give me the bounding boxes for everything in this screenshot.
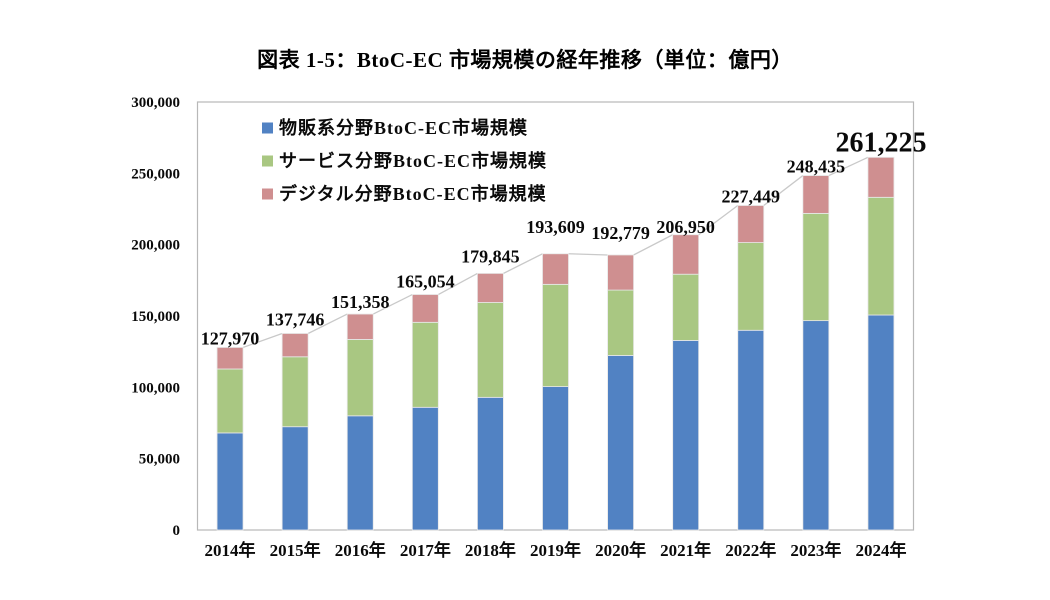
legend-swatch-series0 (262, 122, 273, 134)
bar-segment-2023年-series2 (802, 175, 830, 214)
bar-segment-2019年-series0 (542, 386, 569, 531)
series-connector-line (568, 253, 608, 256)
bar-segment-2019年-series2 (542, 253, 569, 285)
x-axis-tick-label: 2021年 (660, 540, 711, 560)
bar-segment-2017年-series1 (411, 321, 439, 408)
total-label-2017年: 165,054 (396, 272, 455, 292)
total-label-2019年: 193,609 (526, 217, 585, 237)
total-label-2020年: 192,779 (591, 223, 650, 243)
bar-segment-2014年-series0 (216, 432, 244, 531)
legend-swatch-series1 (262, 155, 273, 167)
bar-segment-2015年-series2 (281, 333, 309, 358)
series-connector-line (438, 272, 478, 296)
bar-segment-2024年-series1 (867, 196, 895, 316)
x-axis-tick-label: 2017年 (400, 540, 451, 560)
legend-label-series2: デジタル分野BtoC-EC市場規模 (279, 183, 547, 204)
y-axis-tick-label: 0 (173, 523, 181, 539)
total-label-2023年: 248,435 (787, 157, 846, 177)
x-axis-tick-label: 2022年 (725, 540, 776, 560)
bar-segment-2023年-series0 (802, 320, 830, 531)
series-connector-line (307, 313, 348, 335)
bar-segment-2020年-series0 (607, 355, 634, 531)
series-connector-line (503, 253, 543, 275)
bar-segment-2015年-series1 (281, 356, 309, 428)
bar-segment-2014年-series1 (216, 368, 244, 434)
legend-swatch-series2 (262, 188, 273, 200)
bar-segment-2017年-series2 (411, 294, 439, 323)
series-connector-line (698, 204, 739, 236)
bar-segment-2016年-series0 (346, 415, 374, 531)
y-axis-tick-label: 250,000 (131, 166, 180, 182)
y-axis-tick-label: 100,000 (131, 380, 180, 396)
total-label-2021年: 206,950 (656, 217, 715, 237)
bar-segment-2021年-series0 (672, 340, 700, 531)
series-connector-line (633, 234, 673, 256)
bar-segment-2016年-series1 (346, 339, 374, 417)
series-connector-line (372, 293, 413, 315)
legend-label-series0: 物販系分野BtoC-EC市場規模 (279, 117, 528, 138)
bar-segment-2016年-series2 (346, 313, 374, 340)
bar-segment-2020年-series1 (607, 289, 634, 356)
bar-segment-2018年-series1 (477, 302, 504, 398)
bar-segment-2019年-series1 (542, 283, 569, 387)
y-axis-tick-label: 200,000 (131, 238, 180, 254)
series-connector-line (763, 175, 804, 207)
bar-segment-2022年-series2 (737, 205, 765, 243)
x-axis-tick-label: 2018年 (465, 540, 516, 560)
x-axis-tick-label: 2020年 (595, 540, 646, 560)
bar-segment-2015年-series0 (281, 426, 309, 531)
total-label-2022年: 227,449 (722, 187, 781, 207)
bar-segment-2023年-series1 (802, 212, 830, 322)
series-connector-line (242, 332, 283, 349)
x-axis-tick-label: 2015年 (270, 540, 321, 560)
bar-segment-2024年-series0 (867, 314, 895, 531)
bar-segment-2022年-series0 (737, 329, 765, 531)
bar-segment-2017年-series0 (411, 406, 439, 531)
bar-segment-2022年-series1 (737, 242, 765, 331)
x-axis-tick-label: 2024年 (855, 540, 906, 560)
y-axis-tick-label: 150,000 (131, 309, 180, 325)
total-label-2014年: 127,970 (201, 328, 260, 348)
bar-segment-2021年-series2 (672, 234, 700, 275)
bar-segment-2018年-series2 (477, 273, 504, 303)
total-label-2016年: 151,358 (331, 292, 390, 312)
x-axis-tick-label: 2014年 (205, 540, 256, 560)
y-axis-tick-label: 300,000 (131, 95, 180, 111)
bar-segment-2014年-series2 (216, 347, 244, 370)
x-axis-tick-label: 2019年 (530, 540, 581, 560)
bar-segment-2024年-series2 (867, 156, 895, 198)
legend-label-series1: サービス分野BtoC-EC市場規模 (279, 150, 547, 171)
x-axis-tick-label: 2016年 (335, 540, 386, 560)
chart-title: 図表 1-5：BtoC-EC 市場規模の経年推移（単位：億円） (257, 48, 793, 72)
y-axis-tick-label: 50,000 (139, 452, 180, 468)
bar-segment-2020年-series2 (607, 254, 634, 291)
total-label-2015年: 137,746 (266, 309, 325, 329)
x-axis-tick-label: 2023年 (790, 540, 841, 560)
bar-segment-2018年-series0 (477, 396, 504, 531)
total-label-2024年: 261,225 (835, 127, 926, 158)
total-label-2018年: 179,845 (461, 246, 520, 266)
bar-segment-2021年-series1 (672, 273, 700, 341)
series-connector-line (828, 156, 869, 177)
